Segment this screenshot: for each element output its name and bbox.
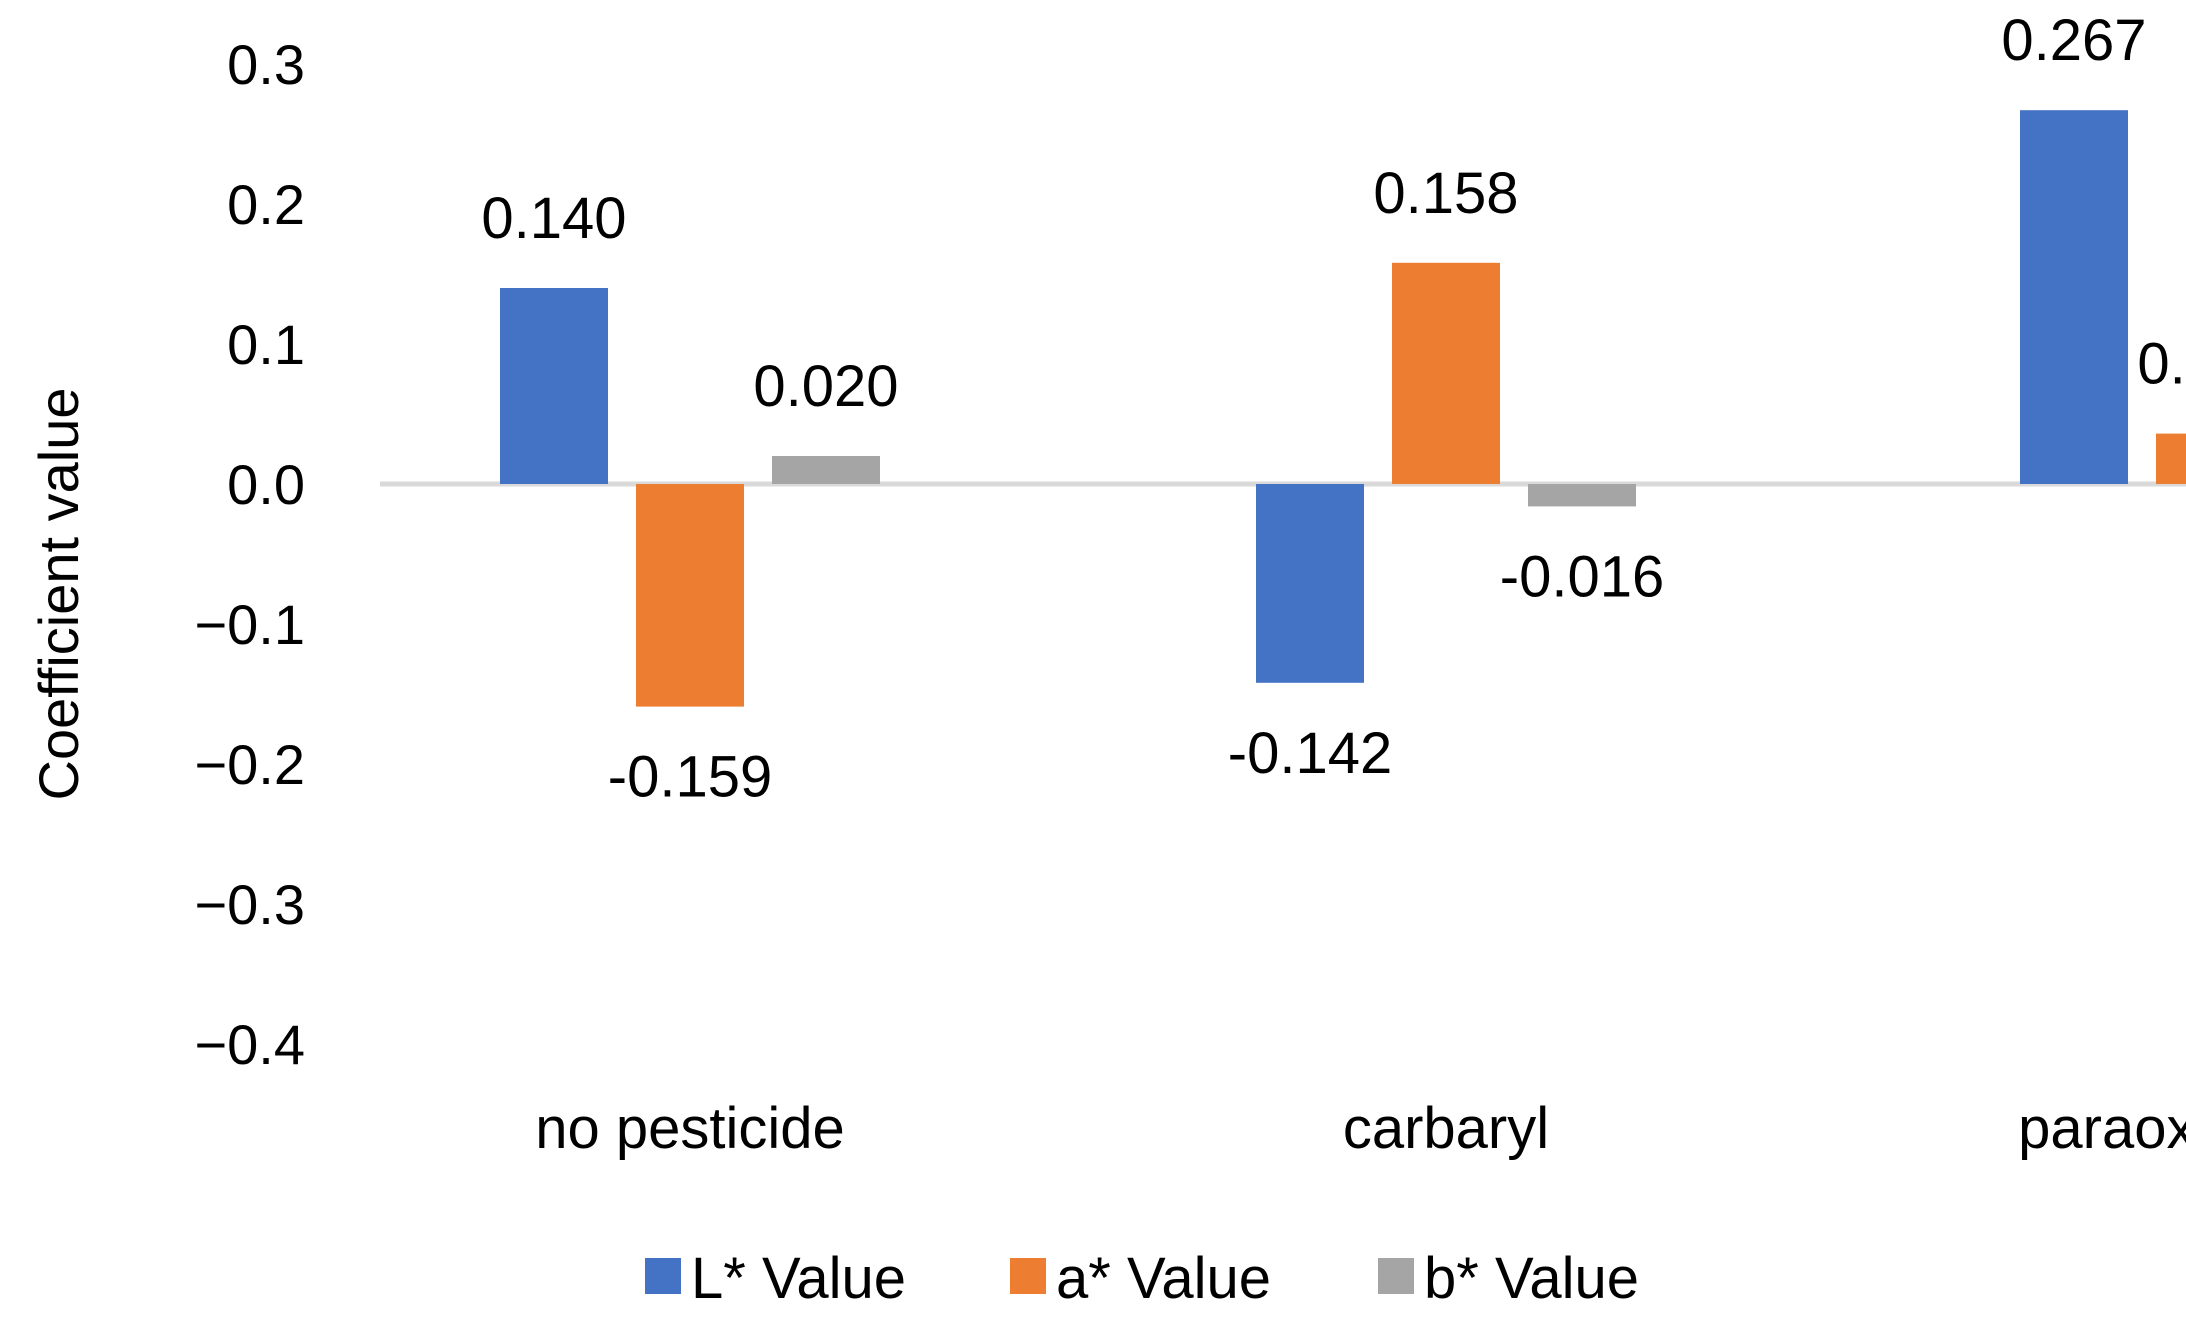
legend: L* Value a* Value b* Value [645,1246,1639,1311]
bar [772,456,880,484]
legend-label: b* Value [1424,1246,1639,1311]
category-labels: no pesticide carbaryl paraoxon-ethyl [535,1096,2186,1161]
y-tick-label: 0.0 [227,453,305,516]
y-axis-ticks: 0.3 0.2 0.1 0.0 −0.1 −0.2 −0.3 −0.4 [194,33,305,1076]
y-tick-label: −0.2 [194,733,305,796]
bar [1528,484,1636,507]
category-label: paraoxon-ethyl [2018,1096,2186,1161]
data-label: 0.267 [2001,8,2146,73]
y-tick-label: 0.3 [227,33,305,96]
bar [2020,110,2128,484]
legend-swatch [1010,1258,1046,1294]
data-label: -0.159 [608,745,772,810]
legend-swatch [1378,1258,1414,1294]
y-tick-label: −0.3 [194,873,305,936]
y-tick-label: 0.2 [227,173,305,236]
data-label: 0.036 [2137,332,2186,397]
bar [1392,262,1500,484]
y-tick-label: −0.1 [194,593,305,656]
bar [2156,433,2186,484]
legend-label: a* Value [1056,1246,1271,1311]
category-label: no pesticide [535,1096,845,1161]
data-labels: 0.140 -0.142 0.267 -0.159 0.158 0.036 0.020 -0.… [481,8,2186,810]
data-label: -0.016 [1500,544,1664,609]
data-label: -0.142 [1228,721,1392,786]
bar [636,484,744,707]
legend-swatch [645,1258,681,1294]
bars [500,110,2186,707]
y-tick-label: −0.4 [194,1013,305,1076]
data-label: 0.140 [481,186,626,251]
data-label: 0.158 [1373,161,1518,226]
bar [500,288,608,484]
y-axis-title: Coefficient value [27,388,90,801]
legend-label: L* Value [691,1246,906,1311]
y-tick-label: 0.1 [227,313,305,376]
data-label: 0.020 [753,354,898,419]
category-label: carbaryl [1343,1096,1549,1161]
bar [1256,484,1364,683]
